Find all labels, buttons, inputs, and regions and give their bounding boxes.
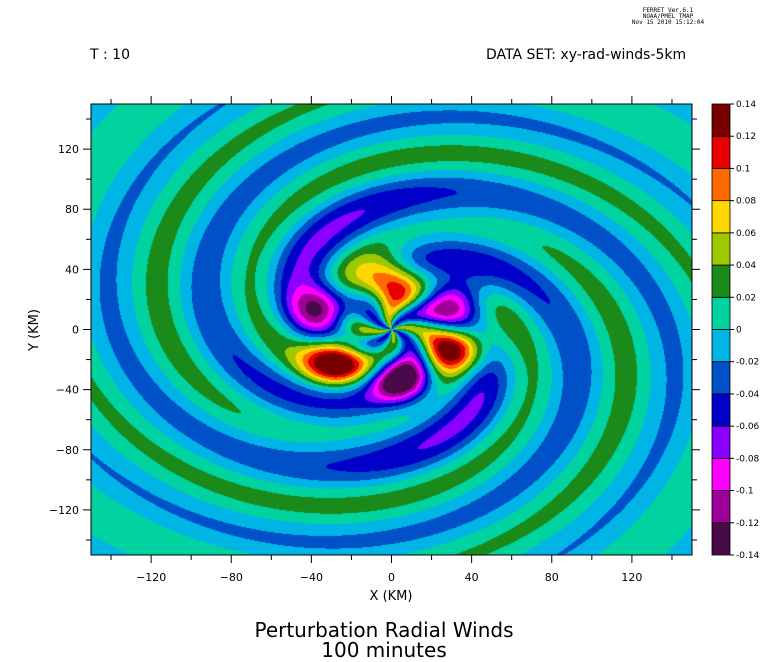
- y-tick-label: −40: [56, 384, 79, 397]
- y-tick-label: 40: [65, 263, 79, 276]
- x-tick-label: 0: [388, 571, 395, 584]
- colorbar-label: 0.08: [736, 197, 756, 207]
- colorbar-swatch: [711, 135, 731, 169]
- colorbar-swatch: [711, 264, 731, 298]
- y-tick-label: −80: [56, 444, 79, 457]
- x-tick-label: 40: [465, 571, 479, 584]
- colorbar-swatch: [711, 393, 731, 427]
- colorbar-label: -0.04: [736, 390, 760, 400]
- x-tick-label: −40: [300, 571, 323, 584]
- time-label: T : 10: [90, 47, 130, 63]
- colorbar-label: 0.12: [736, 132, 756, 142]
- colorbar-label: 0.06: [736, 229, 756, 239]
- colorbar-swatch: [711, 296, 731, 330]
- colorbar-label: -0.08: [736, 454, 760, 464]
- colorbar-swatch: [711, 232, 731, 266]
- colorbar-swatch: [711, 103, 731, 137]
- colorbar-swatch: [711, 457, 731, 491]
- y-tick-label: 0: [72, 324, 79, 337]
- dataset-label: DATA SET: xy-rad-winds-5km: [486, 47, 687, 63]
- x-axis: −120 −80 −40 0 40 80 120: [110, 96, 673, 584]
- heatmap-field: [91, 104, 692, 555]
- colorbar-label: -0.14: [736, 551, 760, 561]
- x-axis-label: X (KM): [370, 589, 413, 604]
- colorbar-swatch: [711, 425, 731, 459]
- colorbar-label: 0: [736, 326, 742, 336]
- colorbar-swatch: [711, 361, 731, 395]
- chart-title-line-2: 100 minutes: [321, 638, 447, 662]
- chart: −120 −80 −40 0 40 80 120 −120 −80 −40 0 40 80 120 X …: [27, 96, 760, 604]
- ferret-stamp-line-3: Nov 15 2010 15:12:04: [631, 19, 705, 26]
- y-tick-label: −120: [49, 504, 79, 517]
- colorbar-label: -0.1: [736, 487, 754, 497]
- ferret-stamp-line-1: FERRET Ver.6.1: [642, 7, 694, 14]
- colorbar-label: 0.04: [736, 261, 756, 271]
- colorbar-label: 0.1: [736, 164, 750, 174]
- ferret-stamp-line-2: NOAA/PMEL TMAP: [642, 13, 694, 20]
- x-tick-label: −80: [220, 571, 243, 584]
- x-tick-label: 80: [545, 571, 559, 584]
- x-tick-label: −120: [136, 571, 166, 584]
- ferret-stamp: FERRET Ver.6.1 NOAA/PMEL TMAP Nov 15 201…: [622, 8, 714, 26]
- y-tick-label: 80: [65, 203, 79, 216]
- colorbar: -0.14 -0.12 -0.1 -0.08 -0.06 -0.04 -0.02 0 0.02 0…: [711, 100, 760, 561]
- colorbar-label: 0.14: [736, 100, 756, 110]
- y-axis: −120 −80 −40 0 40 80 120: [49, 118, 700, 541]
- y-axis-label: Y (KM): [27, 309, 42, 352]
- chart-title-line-1: Perturbation Radial Winds: [254, 618, 514, 642]
- colorbar-swatch: [711, 329, 731, 363]
- colorbar-swatch: [711, 168, 731, 202]
- colorbar-swatch: [711, 200, 731, 234]
- colorbar-label: -0.02: [736, 358, 759, 368]
- colorbar-swatch: [711, 522, 731, 556]
- colorbar-label: -0.06: [736, 422, 760, 432]
- colorbar-label: -0.12: [736, 519, 759, 529]
- y-tick-label: 120: [58, 143, 79, 156]
- colorbar-label: 0.02: [736, 293, 756, 303]
- x-tick-label: 120: [621, 571, 642, 584]
- colorbar-swatch: [711, 490, 731, 524]
